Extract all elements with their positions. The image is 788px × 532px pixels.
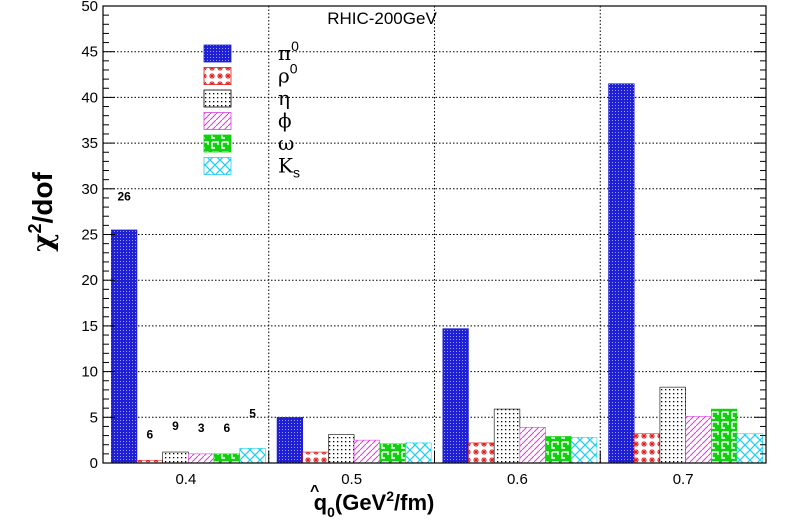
bar-ω-0.6	[545, 436, 572, 464]
y-tick-label: 15	[81, 318, 98, 335]
y-axis-title-rest: /dof	[27, 171, 58, 223]
x-tick-label: 0.4	[175, 471, 196, 488]
bar-annotation: 26	[117, 190, 131, 204]
bar-η-0.4	[162, 451, 189, 464]
y-tick-label: 0	[90, 455, 98, 472]
y-tick-label: 40	[81, 89, 98, 106]
legend-label: ω	[278, 131, 294, 155]
bar-Ks-0.4	[239, 448, 266, 464]
bar-annotation: 3	[198, 421, 205, 435]
bar-ϕ-0.7	[685, 416, 712, 464]
bar-η-0.6	[493, 408, 521, 464]
bar-π0-0.5	[276, 416, 304, 464]
bar-ρ0-0.5	[302, 451, 329, 464]
bar-η-0.7	[659, 386, 686, 464]
legend-label: ρ0	[278, 61, 298, 88]
bar-ϕ-0.5	[353, 439, 381, 464]
bar-ω-0.7	[711, 408, 738, 464]
y-tick-label: 25	[81, 227, 98, 244]
y-tick-label: 20	[81, 272, 98, 289]
legend-swatch	[203, 67, 232, 85]
legend-label: Ks	[278, 154, 300, 181]
legend-swatch	[203, 89, 232, 108]
bar-annotation: 9	[172, 419, 179, 433]
y-axis-title-chi: χ	[26, 233, 59, 251]
bar-annotation: 5	[249, 406, 256, 420]
legend-swatch	[203, 44, 232, 63]
bar-ω-0.5	[379, 443, 406, 464]
x-axis-title: q0(GeV2/fm) ^	[310, 483, 434, 520]
bar-ω-0.4	[213, 453, 241, 464]
bar-ϕ-0.6	[519, 427, 546, 464]
x-tick-label: 0.7	[673, 471, 694, 488]
legend-label: ϕ	[278, 109, 292, 133]
legend-swatch	[203, 112, 232, 130]
bar-ϕ-0.4	[188, 453, 215, 464]
bar-annotation: 6	[224, 421, 231, 435]
chart-title: RHIC-200GeV	[327, 9, 437, 28]
bar-π0-0.6	[442, 328, 469, 464]
grid-layer	[103, 5, 766, 463]
bar-π0-0.4	[110, 229, 138, 464]
x-axis-title-text: q0(GeV2/fm)	[314, 488, 435, 520]
legend-label: π0	[278, 38, 299, 65]
x-axis-title-q: q	[314, 490, 327, 515]
y-tick-label: 5	[90, 409, 98, 426]
bar-Ks-0.7	[736, 433, 763, 464]
bar-Ks-0.6	[570, 437, 598, 464]
x-axis-title-open: (GeV	[335, 490, 387, 515]
x-tick-label: 0.6	[507, 471, 528, 488]
x-axis-title-sub: 0	[327, 504, 335, 520]
legend-label: η	[278, 86, 290, 110]
x-tick-label: 0.5	[341, 471, 362, 488]
y-tick-label: 35	[81, 135, 98, 152]
y-axis-title: χ2/dof	[25, 171, 59, 251]
y-tick-label: 50	[81, 0, 98, 15]
legend-swatch	[203, 157, 232, 175]
bar-annotation: 6	[146, 427, 153, 441]
y-tick-label: 45	[81, 44, 98, 61]
y-tick-label: 10	[81, 364, 98, 381]
bar-η-0.5	[328, 434, 355, 464]
legend-swatch	[203, 134, 232, 153]
y-tick-label: 30	[81, 181, 98, 198]
bar-layer	[110, 83, 763, 464]
bar-ρ0-0.7	[633, 433, 661, 464]
bar-π0-0.7	[608, 83, 635, 464]
y-axis-title-sup: 2	[25, 223, 45, 233]
x-axis-title-hat: ^	[310, 483, 319, 500]
bar-ρ0-0.6	[468, 442, 495, 464]
annotation-layer: 26 6 9 3 6 5	[117, 190, 256, 442]
x-axis-title-close: /fm)	[394, 490, 434, 515]
bar-Ks-0.5	[405, 442, 432, 464]
x-axis-title-sup: 2	[386, 488, 394, 504]
